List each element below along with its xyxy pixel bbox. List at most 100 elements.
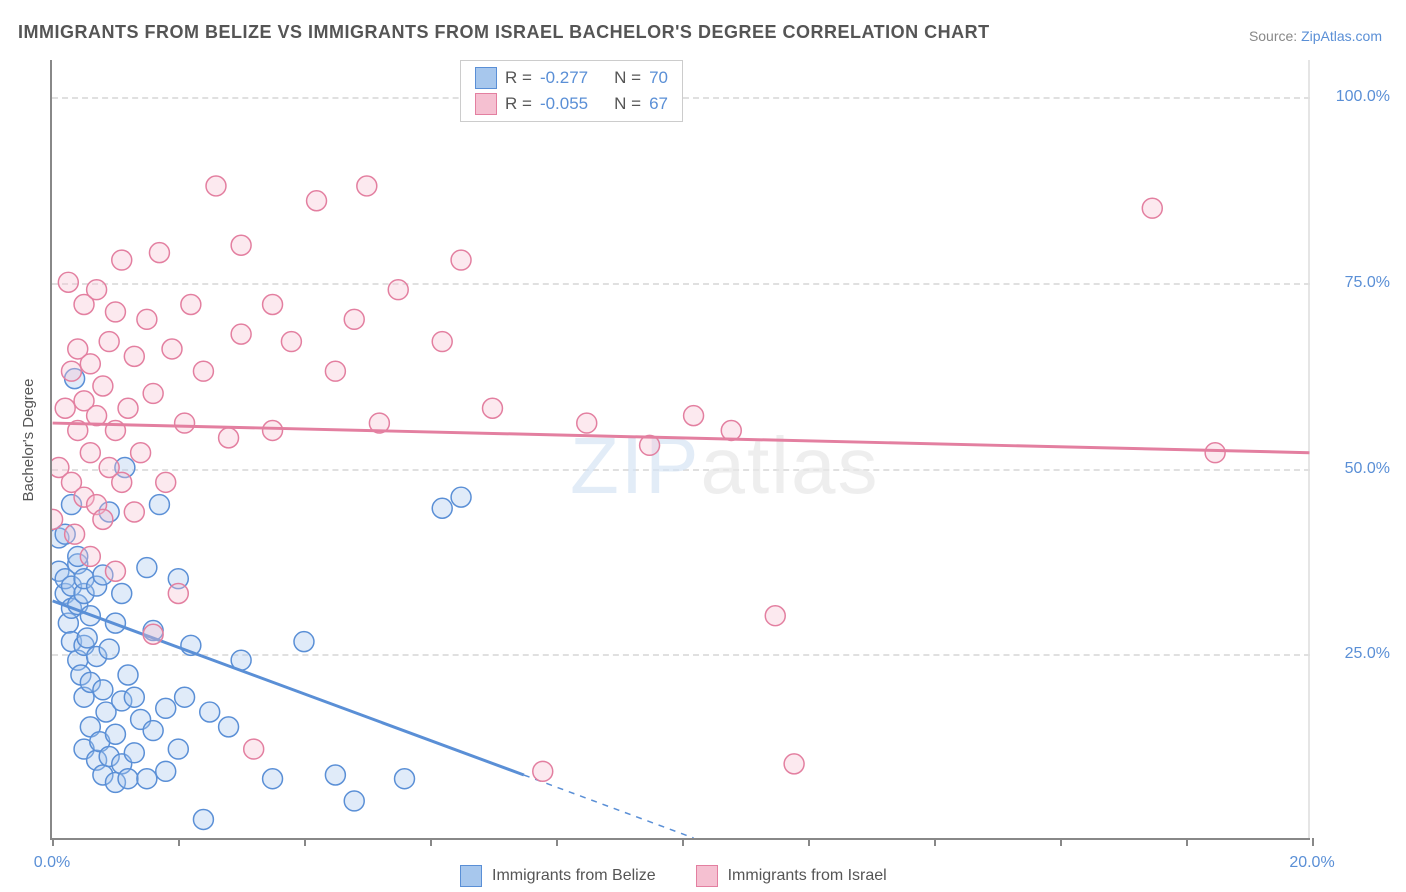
legend-label-belize: Immigrants from Belize [492,867,656,885]
data-point [451,250,471,270]
data-point [99,639,119,659]
data-point [112,472,132,492]
data-point [175,687,195,707]
data-point [156,698,176,718]
data-point [149,243,169,263]
data-point [307,191,327,211]
chart-container: IMMIGRANTS FROM BELIZE VS IMMIGRANTS FRO… [0,0,1406,892]
data-point [200,702,220,722]
data-point [344,791,364,811]
data-point [325,361,345,381]
y-tick-label: 100.0% [1320,88,1390,106]
data-point [206,176,226,196]
data-point [281,332,301,352]
n-label: N = [614,68,641,88]
data-point [137,769,157,789]
source-value: ZipAtlas.com [1301,28,1382,44]
data-point [357,176,377,196]
data-point [112,584,132,604]
data-point [156,472,176,492]
data-point [175,413,195,433]
n-value-belize: 70 [649,68,668,88]
data-point [99,332,119,352]
data-point [219,717,239,737]
data-point [231,324,251,344]
data-point [105,561,125,581]
r-value-israel: -0.055 [540,94,588,114]
regression-line [53,601,524,775]
data-point [325,765,345,785]
swatch-israel-icon [696,865,718,887]
data-point [432,332,452,352]
data-point [263,421,283,441]
data-point [61,361,81,381]
data-point [432,498,452,518]
regression-line [53,423,1310,453]
data-point [93,509,113,529]
legend-item-belize: Immigrants from Belize [460,865,656,887]
data-point [118,398,138,418]
data-point [684,406,704,426]
data-point [784,754,804,774]
data-point [1205,443,1225,463]
data-point [483,398,503,418]
data-point [124,687,144,707]
legend-stats-box: R = -0.277 N = 70 R = -0.055 N = 67 [460,60,683,122]
x-tick [178,838,180,846]
r-label: R = [505,94,532,114]
data-point [65,524,85,544]
plot-area: 25.0%50.0%75.0%100.0% 0.0%20.0% [50,60,1310,840]
data-point [87,280,107,300]
data-point [244,739,264,759]
swatch-israel [475,93,497,115]
x-tick-label: 20.0% [1289,854,1334,872]
x-tick [934,838,936,846]
data-point [294,632,314,652]
x-tick [304,838,306,846]
data-point [137,558,157,578]
data-point [80,546,100,566]
data-point [93,376,113,396]
x-tick [1186,838,1188,846]
data-point [388,280,408,300]
source-attribution: Source: ZipAtlas.com [1249,28,1382,44]
r-label: R = [505,68,532,88]
regression-line-dashed [524,775,694,838]
data-point [118,665,138,685]
swatch-belize-icon [460,865,482,887]
data-point [395,769,415,789]
data-point [765,606,785,626]
y-axis-label: Bachelor's Degree [20,379,37,502]
y-tick-label: 75.0% [1320,274,1390,292]
legend-stats-row-belize: R = -0.277 N = 70 [475,65,668,91]
data-point [143,383,163,403]
source-label: Source: [1249,28,1297,44]
data-point [193,810,213,830]
data-point [118,769,138,789]
data-point [156,761,176,781]
data-point [533,761,553,781]
data-point [124,743,144,763]
x-tick [556,838,558,846]
data-point [193,361,213,381]
x-tick [430,838,432,846]
data-point [124,346,144,366]
data-point [80,443,100,463]
chart-title: IMMIGRANTS FROM BELIZE VS IMMIGRANTS FRO… [18,22,990,43]
legend-item-israel: Immigrants from Israel [696,865,887,887]
x-tick-label: 0.0% [34,854,70,872]
data-point [451,487,471,507]
data-point [77,628,97,648]
data-point [105,724,125,744]
n-label: N = [614,94,641,114]
x-tick [682,838,684,846]
data-point [168,584,188,604]
data-point [55,398,75,418]
data-point [143,721,163,741]
x-tick [52,838,54,846]
data-point [168,739,188,759]
data-point [137,309,157,329]
data-point [124,502,144,522]
data-point [149,495,169,515]
x-tick [1060,838,1062,846]
